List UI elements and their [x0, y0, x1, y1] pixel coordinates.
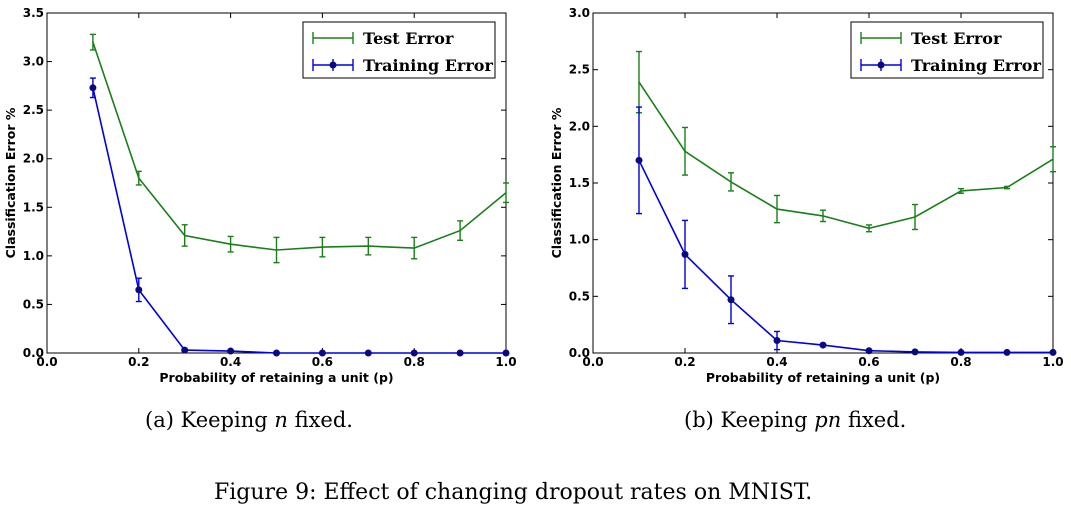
y-tick-label: 0.0	[23, 346, 44, 360]
y-axis-label: Classification Error %	[3, 107, 18, 258]
train-data-point	[1049, 348, 1057, 356]
train-data-point	[911, 348, 919, 356]
train-data-point	[773, 337, 781, 345]
train-legend-marker	[329, 61, 337, 69]
train-legend-label: Training Error	[363, 56, 493, 75]
train-data-point	[1003, 348, 1011, 356]
x-tick-label: 0.2	[128, 355, 149, 369]
train-data-point	[89, 84, 97, 92]
y-tick-label: 1.0	[23, 249, 44, 263]
x-tick-label: 0.0	[36, 355, 57, 369]
x-tick-label: 0.4	[766, 355, 787, 369]
train-data-point	[456, 349, 464, 357]
y-tick-label: 3.0	[569, 6, 590, 20]
legend-box	[850, 21, 1044, 79]
figure-caption: Figure 9: Effect of changing dropout rat…	[214, 480, 813, 505]
train-data-point	[318, 349, 326, 357]
y-tick-label: 2.5	[569, 63, 590, 77]
x-axis-label: Probability of retaining a unit (p)	[706, 370, 940, 385]
train-data-point	[135, 286, 143, 294]
y-tick-label: 0.5	[569, 289, 590, 303]
train-data-point	[502, 349, 510, 357]
test-legend-label: Test Error	[363, 29, 454, 48]
train-data-point	[181, 346, 189, 354]
y-tick-label: 1.5	[23, 200, 44, 214]
test-error-line	[92, 41, 507, 251]
test-legend-label: Test Error	[911, 29, 1002, 48]
train-data-point	[681, 250, 689, 258]
subcaption-a: (a) Keeping n fixed.	[145, 408, 353, 432]
x-tick-label: 0.0	[582, 355, 603, 369]
x-tick-label: 0.8	[404, 355, 425, 369]
y-tick-label: 2.0	[569, 119, 590, 133]
y-tick-label: 3.0	[23, 55, 44, 69]
subcaption-b: (b) Keeping pn fixed.	[684, 408, 907, 432]
y-tick-label: 1.5	[569, 176, 590, 190]
y-tick-label: 1.0	[569, 233, 590, 247]
test-error-line	[638, 81, 1054, 230]
train-data-point	[819, 341, 827, 349]
plot-a: 0.0 0.2 0.4 0.6 0.8 1.0 0.0 0.5 1.0 1.5 2.0 2.5 3.0 3…	[3, 6, 517, 385]
x-axis-label: Probability of retaining a unit (p)	[159, 370, 393, 385]
train-data-point	[727, 296, 735, 304]
legend-box	[302, 21, 496, 79]
train-error-line	[92, 87, 506, 354]
y-tick-label: 2.5	[23, 103, 44, 117]
y-tick-label: 0.5	[23, 297, 44, 311]
plot-b: 0.0 0.2 0.4 0.6 0.8 1.0 0.0 0.5 1.0 1.5 2.0 2.5 3.0 P…	[549, 6, 1064, 385]
train-legend-label: Training Error	[911, 56, 1041, 75]
y-tick-label: 0.0	[569, 346, 590, 360]
train-error-line	[638, 159, 1053, 354]
train-data-point	[635, 156, 643, 164]
x-tick-label: 0.6	[312, 355, 333, 369]
x-tick-label: 0.6	[858, 355, 879, 369]
y-axis-label: Classification Error %	[549, 107, 564, 258]
y-tick-label: 3.5	[23, 6, 44, 20]
y-tick-label: 2.0	[23, 152, 44, 166]
train-legend-marker	[877, 61, 885, 69]
train-data-point	[227, 347, 235, 355]
train-data-point	[865, 347, 873, 355]
x-tick-label: 0.8	[950, 355, 971, 369]
x-tick-label: 1.0	[1042, 355, 1063, 369]
x-tick-label: 1.0	[495, 355, 516, 369]
x-tick-label: 0.2	[674, 355, 695, 369]
train-data-point	[410, 349, 418, 357]
train-data-point	[364, 349, 372, 357]
train-data-point	[273, 349, 280, 357]
x-tick-label: 0.4	[220, 355, 241, 369]
train-data-point	[957, 348, 965, 356]
